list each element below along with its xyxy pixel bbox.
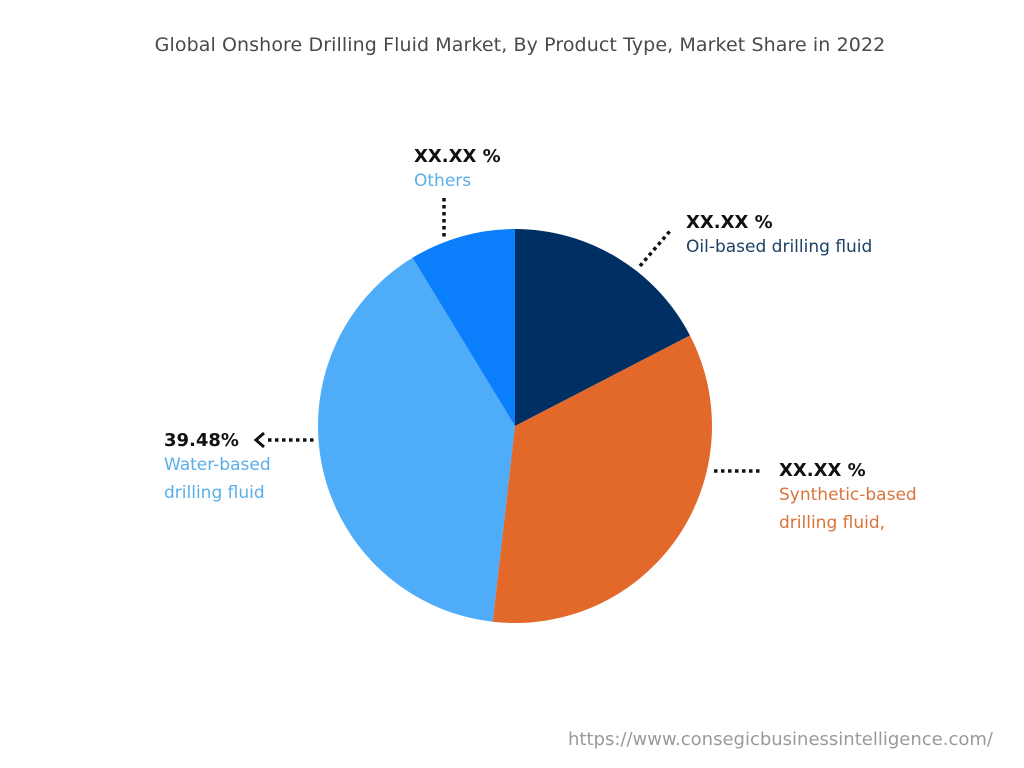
value-water: 39.48% xyxy=(164,430,239,451)
category-water-line1: Water-based xyxy=(164,455,271,475)
pie-slices xyxy=(317,229,712,623)
pie-slice-oil-based-drilling-fluid xyxy=(515,229,690,426)
category-others: Others xyxy=(414,171,472,191)
label-oil: XX.XX % Oil-based drilling fluid xyxy=(686,212,872,261)
arrowhead-icon xyxy=(253,431,265,449)
pie-slice-water-based-drilling-fluid xyxy=(317,257,515,622)
chart-title: Global Onshore Drilling Fluid Market, By… xyxy=(154,34,886,56)
category-synthetic-line1: Synthetic-based xyxy=(779,485,917,505)
source-url: https://www.consegicbusinessintelligence… xyxy=(568,729,993,750)
value-synthetic: XX.XX % xyxy=(779,460,866,481)
category-water-line2: drilling fluid xyxy=(164,483,265,503)
label-water: 39.48% Water-based drilling fluid xyxy=(164,430,271,507)
leader-line-oil xyxy=(638,229,672,268)
pie-slice-others xyxy=(412,229,515,426)
value-oil: XX.XX % xyxy=(686,212,773,233)
label-others: XX.XX % Others xyxy=(414,146,501,195)
pie-slice-synthetic-based-drilling-fluid xyxy=(492,335,712,623)
value-others: XX.XX % xyxy=(414,146,501,167)
label-synthetic: XX.XX % Synthetic-based drilling fluid, xyxy=(779,460,917,537)
category-synthetic-line2: drilling fluid, xyxy=(779,513,886,533)
category-oil: Oil-based drilling fluid xyxy=(686,237,873,257)
